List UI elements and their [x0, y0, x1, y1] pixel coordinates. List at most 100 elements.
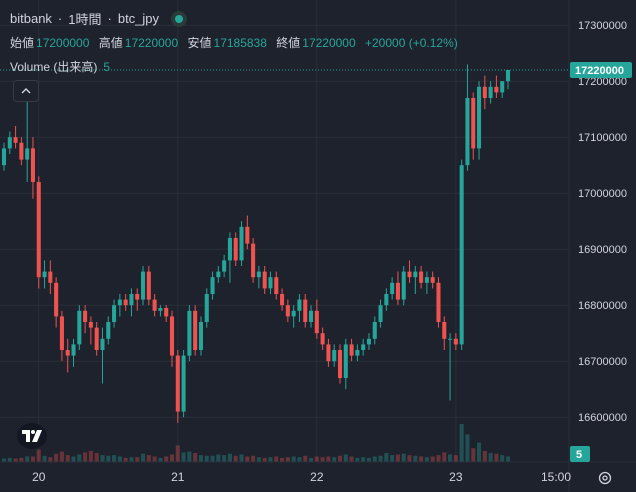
- volume-bar: [280, 457, 285, 462]
- volume-bar: [112, 455, 117, 462]
- price-tick-label: 16900000: [578, 244, 627, 256]
- volume-bar: [448, 454, 453, 462]
- volume-bar: [349, 456, 354, 462]
- candle-body: [366, 338, 371, 345]
- low-label: 安値: [187, 36, 212, 50]
- volume-bar: [453, 455, 458, 462]
- price-tick-label: 16600000: [578, 412, 627, 424]
- live-status-icon: [171, 10, 188, 27]
- tradingview-logo-icon: [22, 430, 42, 442]
- volume-bar: [117, 456, 122, 462]
- candle-body: [465, 98, 470, 166]
- candle-body: [285, 305, 290, 317]
- candle-body: [1, 148, 7, 166]
- candle-body: [112, 305, 117, 322]
- candle-body: [123, 299, 128, 306]
- candle-body: [169, 316, 175, 356]
- volume-bar: [361, 457, 366, 462]
- candle-body: [378, 305, 383, 322]
- candle-body: [106, 322, 111, 339]
- volume-bar: [384, 453, 389, 462]
- candle-body: [117, 299, 122, 306]
- candle-body: [262, 271, 267, 289]
- candle-body: [233, 238, 238, 261]
- candle-body: [477, 86, 482, 149]
- volume-bar: [291, 456, 296, 462]
- volume-bar: [378, 455, 383, 462]
- gear-icon[interactable]: [597, 470, 613, 486]
- volume-bar: [94, 453, 99, 462]
- candle-body: [146, 271, 151, 300]
- candle-body: [494, 86, 499, 93]
- candle-body: [36, 182, 41, 278]
- candle-body: [453, 338, 458, 345]
- volume-bar: [401, 453, 406, 462]
- candle-body: [303, 299, 308, 322]
- candle-body: [297, 299, 302, 311]
- candle-body: [309, 310, 314, 322]
- volume-bar: [222, 455, 227, 462]
- volume-bar: [187, 451, 192, 462]
- high-value: 17220000: [124, 36, 179, 50]
- volume-bar: [274, 456, 279, 462]
- candle-body: [343, 344, 348, 378]
- candle-body: [210, 277, 215, 294]
- volume-tag-bg: [570, 446, 590, 462]
- volume-bar: [1, 458, 7, 462]
- time-axis[interactable]: 20 21 22 23 15:00: [0, 461, 636, 484]
- collapse-legend-button[interactable]: [13, 80, 39, 102]
- candle-body: [48, 271, 53, 283]
- candle-body: [361, 344, 366, 350]
- volume-bar: [500, 455, 505, 462]
- current-price-tag-bg: [570, 62, 632, 78]
- volume-bar: [395, 454, 400, 462]
- candle-body: [314, 310, 319, 334]
- time-tick-label: 21: [171, 470, 185, 484]
- volume-bar: [413, 455, 418, 462]
- tradingview-logo-icon[interactable]: [17, 423, 47, 449]
- candle-body: [164, 308, 169, 317]
- separator: ·: [57, 11, 63, 26]
- candle-body: [471, 98, 476, 149]
- volume-bar: [204, 455, 209, 462]
- candle-body: [424, 277, 429, 283]
- candle-body: [187, 310, 192, 356]
- volume-bar: [505, 456, 511, 462]
- volume-tag-text: 5: [576, 449, 582, 461]
- volume-label: Volume (出来高): [10, 60, 98, 74]
- candle-body: [152, 299, 157, 311]
- volume-bar: [54, 453, 59, 462]
- volume-bar: [181, 452, 186, 462]
- volume-bars: [1, 424, 511, 462]
- time-tick-label: 23: [449, 470, 463, 484]
- price-axis[interactable]: 17300000 17200000 17100000 17000000 16900000…: [568, 0, 636, 492]
- candle-body: [268, 277, 273, 289]
- candle-body: [71, 344, 76, 356]
- candle-body: [251, 243, 256, 278]
- volume-bar: [77, 454, 82, 462]
- volume-bar: [343, 454, 348, 462]
- volume-bar: [25, 456, 30, 462]
- price-tick-label: 17300000: [578, 20, 627, 32]
- volume-bar: [193, 453, 198, 462]
- candle-body: [77, 310, 82, 345]
- time-tick-label: 20: [32, 470, 46, 484]
- candle-body: [419, 271, 424, 283]
- price-tick-label: 17200000: [578, 76, 627, 88]
- volume-legend: Volume (出来高) 5: [10, 58, 110, 75]
- candle-body: [488, 86, 493, 98]
- candle-body: [175, 355, 180, 412]
- candle-body: [395, 282, 400, 300]
- volume-bar: [332, 457, 337, 462]
- volume-bar: [83, 452, 88, 462]
- volume-bar: [152, 456, 157, 462]
- candle-body: [135, 294, 140, 300]
- symbol-header[interactable]: bitbank · 1時間 · btc_jpy: [10, 9, 188, 28]
- volume-bar: [390, 455, 395, 462]
- candle-body: [349, 344, 354, 356]
- volume-tag: 5: [570, 446, 590, 462]
- current-price-tag: 17220000: [570, 62, 632, 78]
- volume-bar: [366, 457, 371, 462]
- volume-bar: [100, 455, 105, 462]
